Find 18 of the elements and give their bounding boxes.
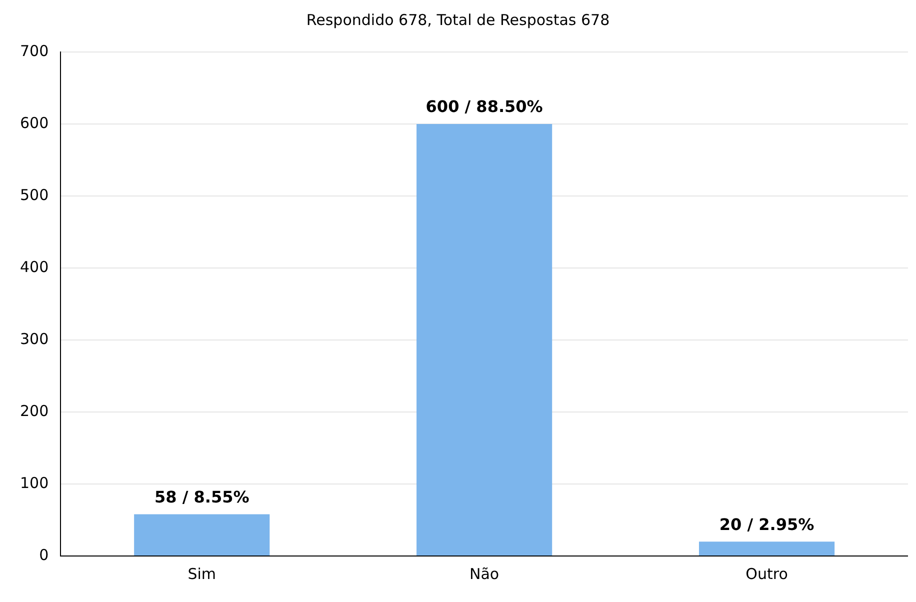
y-tick-label: 400 xyxy=(20,258,49,276)
y-tick-label: 700 xyxy=(20,42,49,60)
bar xyxy=(698,542,835,556)
y-tick-label: 100 xyxy=(20,474,49,492)
data-label: 600 / 88.50% xyxy=(426,97,543,116)
x-tick-label: Não xyxy=(470,564,500,583)
data-label: 20 / 2.95% xyxy=(719,514,814,534)
y-tick-label: 0 xyxy=(39,546,49,564)
y-tick-label: 200 xyxy=(20,402,49,420)
bar xyxy=(416,124,552,556)
chart-title: Respondido 678, Total de Respostas 678 xyxy=(306,10,610,29)
x-tick-label: Outro xyxy=(746,564,788,583)
y-tick-label: 600 xyxy=(20,114,49,132)
y-tick-label: 300 xyxy=(20,330,49,348)
y-tick-label: 500 xyxy=(20,186,49,204)
x-tick-label: Sim xyxy=(188,564,216,583)
data-label: 58 / 8.55% xyxy=(154,487,250,506)
bar xyxy=(134,514,270,556)
